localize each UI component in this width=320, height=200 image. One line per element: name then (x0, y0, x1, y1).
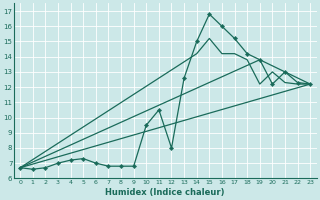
X-axis label: Humidex (Indice chaleur): Humidex (Indice chaleur) (106, 188, 225, 197)
